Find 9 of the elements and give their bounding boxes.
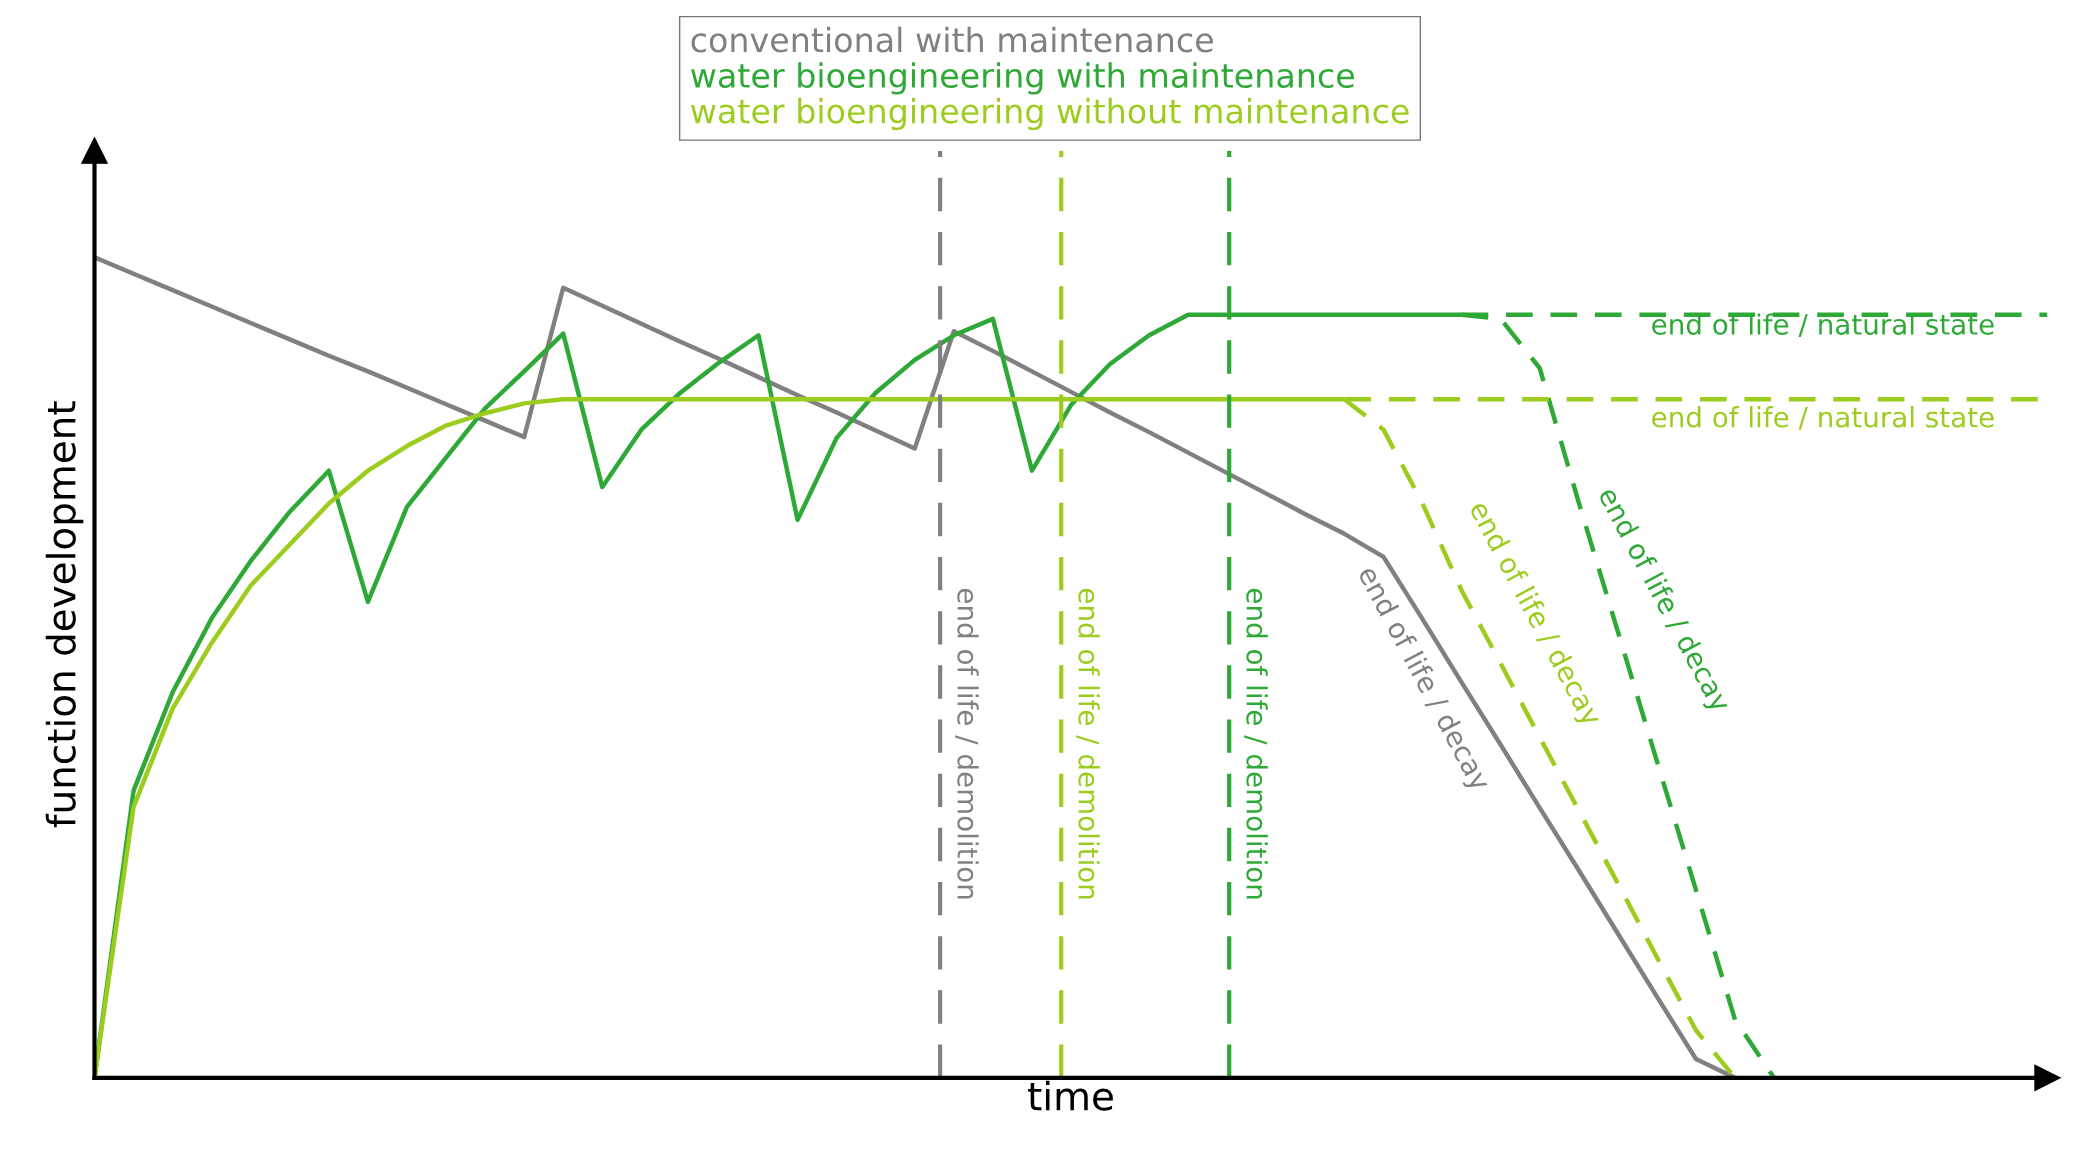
y-axis-title: function development — [45, 401, 84, 828]
annotation: end of life / demolition — [1076, 588, 1100, 899]
text: water bioengineering without maintenance — [691, 97, 1409, 131]
x-axis-title: time — [1028, 1080, 1113, 1111]
annotation: end of life / natural state — [1652, 406, 1994, 430]
text: conventional with maintenance — [691, 26, 1213, 53]
text: water bioengineering with maintenance — [691, 62, 1354, 95]
annotation: end of life / demolition — [1244, 588, 1268, 899]
annotation: end of life / demolition — [955, 588, 979, 899]
